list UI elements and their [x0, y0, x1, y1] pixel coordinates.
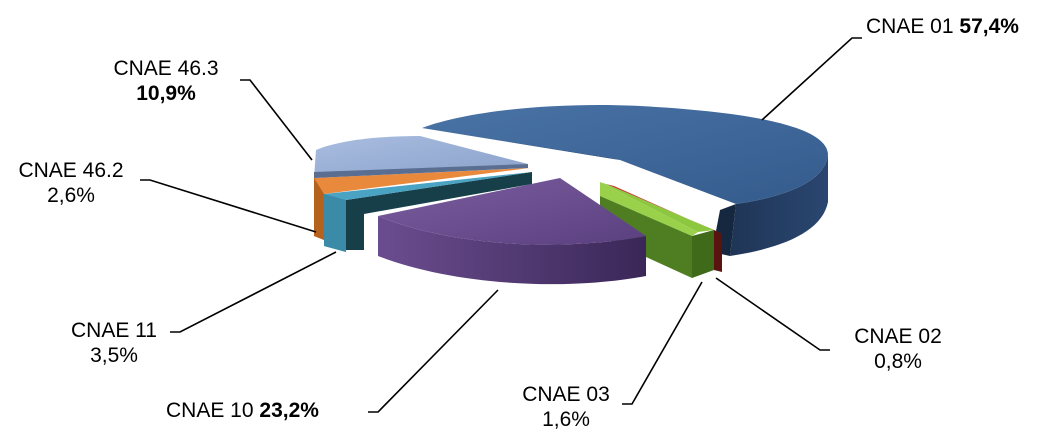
label-cnae-03: CNAE 03 1,6%: [522, 383, 610, 431]
slice-cnae-46-2: [314, 168, 530, 240]
leader-cnae-01: [761, 37, 862, 121]
leader-cnae-03: [622, 281, 703, 405]
leader-cnae-46-3: [240, 79, 313, 161]
slice-cnae-01: [422, 104, 828, 256]
label-cnae-46-3: CNAE 46.3 10,9%: [113, 57, 219, 105]
leader-cnae-10: [368, 289, 499, 413]
leader-cnae-11: [170, 251, 337, 333]
slice-cnae-02: [606, 184, 722, 272]
leader-cnae-02: [715, 277, 830, 351]
slice-cnae-10: [378, 178, 646, 285]
leader-cnae-46-2: [140, 179, 317, 233]
slice-cnae-10-wall: [346, 172, 532, 250]
label-cnae-02: CNAE 02 0,8%: [854, 325, 942, 373]
slice-cnae-46-3: [314, 136, 528, 178]
label-cnae-11: CNAE 11 3,5%: [71, 319, 157, 367]
label-cnae-01: CNAE 01 57,4%: [866, 15, 1019, 38]
leader-lines: [140, 37, 862, 413]
label-cnae-46-2: CNAE 46.2 2,6%: [18, 159, 124, 207]
slice-cnae-11: [324, 172, 532, 252]
label-cnae-10: CNAE 10 23,2%: [166, 399, 319, 422]
